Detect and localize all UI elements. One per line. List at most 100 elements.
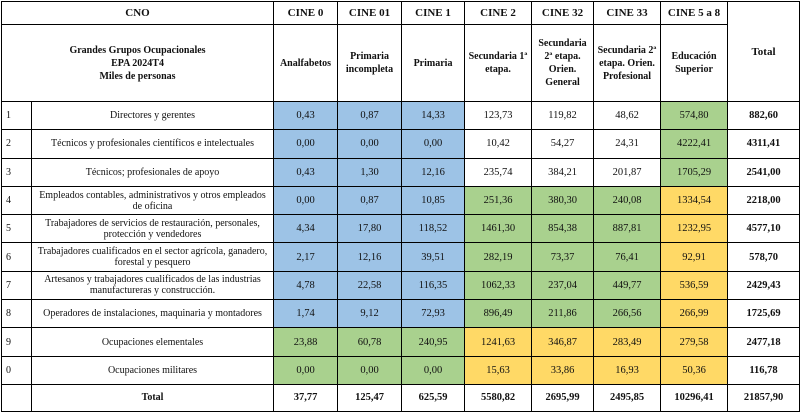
value-cell: 0,43 xyxy=(273,100,339,131)
column-total: 2695,99 xyxy=(531,383,595,412)
col-desc-cine32: Secundaria 2ª etapa. Orien. General xyxy=(531,24,595,102)
occupation-label: Técnicos; profesionales de apoyo xyxy=(30,157,275,187)
value-cell: 251,36 xyxy=(464,185,533,216)
occupation-label: Técnicos y profesionales científicos e i… xyxy=(30,129,275,159)
value-cell: 76,41 xyxy=(593,242,662,272)
value-cell: 0,00 xyxy=(273,185,339,216)
column-total: 2495,85 xyxy=(593,383,662,412)
col-header-cine01: CINE 01 xyxy=(337,1,403,25)
value-cell: 10,85 xyxy=(401,185,466,216)
totals-label: Total xyxy=(30,383,275,412)
value-cell: 4,78 xyxy=(273,270,339,301)
value-cell: 72,93 xyxy=(401,299,466,329)
row-total: 4577,10 xyxy=(727,214,800,244)
col-header-cine2: CINE 2 xyxy=(464,1,533,25)
totals-blank xyxy=(1,383,32,412)
value-cell: 60,78 xyxy=(337,327,403,357)
row-total: 116,78 xyxy=(727,355,800,385)
col-header-cine1: CINE 1 xyxy=(401,1,466,25)
column-total: 10296,41 xyxy=(660,383,729,412)
value-cell: 536,59 xyxy=(660,270,729,301)
value-cell: 33,86 xyxy=(531,355,595,385)
col-header-cine32: CINE 32 xyxy=(531,1,595,25)
value-cell: 282,19 xyxy=(464,242,533,272)
value-cell: 12,16 xyxy=(337,242,403,272)
row-code: 0 xyxy=(1,355,32,385)
value-cell: 384,21 xyxy=(531,157,595,187)
row-total: 2218,00 xyxy=(727,185,800,216)
value-cell: 48,62 xyxy=(593,100,662,131)
occupation-label: Artesanos y trabajadores cualificados de… xyxy=(30,270,275,301)
column-total: 125,47 xyxy=(337,383,403,412)
table-row: 5 Trabajadores de servicios de restauraci… xyxy=(1,214,800,244)
value-cell: 240,08 xyxy=(593,185,662,216)
value-cell: 1241,63 xyxy=(464,327,533,357)
row-code: 5 xyxy=(1,214,32,244)
value-cell: 73,37 xyxy=(531,242,595,272)
value-cell: 0,00 xyxy=(401,355,466,385)
value-cell: 1232,95 xyxy=(660,214,729,244)
occupation-label: Trabajadores de servicios de restauració… xyxy=(30,214,275,244)
column-total: 625,59 xyxy=(401,383,466,412)
column-total: 5580,82 xyxy=(464,383,533,412)
title-line-3: Miles de personas xyxy=(99,70,176,82)
row-total: 2541,00 xyxy=(727,157,800,187)
col-desc-cine1: Primaria xyxy=(401,24,466,102)
col-header-cine33: CINE 33 xyxy=(593,1,662,25)
value-cell: 54,27 xyxy=(531,129,595,159)
value-cell: 380,30 xyxy=(531,185,595,216)
value-cell: 123,73 xyxy=(464,100,533,131)
value-cell: 16,93 xyxy=(593,355,662,385)
value-cell: 0,00 xyxy=(273,129,339,159)
col-header-cine0: CINE 0 xyxy=(273,1,339,25)
cno-header: CNO xyxy=(0,1,275,25)
value-cell: 14,33 xyxy=(401,100,466,131)
value-cell: 240,95 xyxy=(401,327,466,357)
row-code: 3 xyxy=(1,157,32,187)
value-cell: 266,56 xyxy=(593,299,662,329)
value-cell: 1,74 xyxy=(273,299,339,329)
table-row: 1 Directores y gerentes 0,43 0,87 14,33 123,7… xyxy=(1,100,800,131)
value-cell: 1,30 xyxy=(337,157,403,187)
value-cell: 118,52 xyxy=(401,214,466,244)
value-cell: 266,99 xyxy=(660,299,729,329)
col-header-cine5a8: CINE 5 a 8 xyxy=(660,1,729,25)
value-cell: 235,74 xyxy=(464,157,533,187)
table-title: Grandes Grupos Ocupacionales EPA 2024T4 … xyxy=(0,24,275,102)
value-cell: 0,00 xyxy=(273,355,339,385)
occupation-label: Directores y gerentes xyxy=(30,100,275,131)
value-cell: 2,17 xyxy=(273,242,339,272)
value-cell: 237,04 xyxy=(531,270,595,301)
value-cell: 896,49 xyxy=(464,299,533,329)
table-body: 1 Directores y gerentes 0,43 0,87 14,33 123,7… xyxy=(1,100,800,412)
value-cell: 0,00 xyxy=(337,129,403,159)
value-cell: 92,91 xyxy=(660,242,729,272)
grand-total: 21857,90 xyxy=(727,383,800,412)
row-code: 9 xyxy=(1,327,32,357)
value-cell: 4222,41 xyxy=(660,129,729,159)
value-cell: 574,80 xyxy=(660,100,729,131)
occupation-label: Operadores de instalaciones, maquinaria … xyxy=(30,299,275,329)
row-total: 882,60 xyxy=(727,100,800,131)
value-cell: 1705,29 xyxy=(660,157,729,187)
value-cell: 201,87 xyxy=(593,157,662,187)
value-cell: 0,00 xyxy=(401,129,466,159)
value-cell: 1334,54 xyxy=(660,185,729,216)
row-total: 2477,18 xyxy=(727,327,800,357)
table-row: 7 Artesanos y trabajadores cualificados d… xyxy=(1,270,800,301)
col-desc-cine01: Primaria incompleta xyxy=(337,24,403,102)
value-cell: 854,38 xyxy=(531,214,595,244)
row-total: 578,70 xyxy=(727,242,800,272)
value-cell: 449,77 xyxy=(593,270,662,301)
col-desc-cine5a8: Educación Superior xyxy=(660,24,729,102)
col-header-total: Total xyxy=(727,1,800,102)
table-row: 9 Ocupaciones elementales 23,88 60,78 240,95… xyxy=(1,327,800,357)
value-cell: 119,82 xyxy=(531,100,595,131)
table-row: 0 Ocupaciones militares 0,00 0,00 0,00 15,63 3… xyxy=(1,355,800,385)
col-desc-cine0: Analfabetos xyxy=(273,24,339,102)
value-cell: 10,42 xyxy=(464,129,533,159)
value-cell: 211,86 xyxy=(531,299,595,329)
occupation-label: Empleados contables, administrativos y o… xyxy=(30,185,275,216)
value-cell: 24,31 xyxy=(593,129,662,159)
value-cell: 279,58 xyxy=(660,327,729,357)
